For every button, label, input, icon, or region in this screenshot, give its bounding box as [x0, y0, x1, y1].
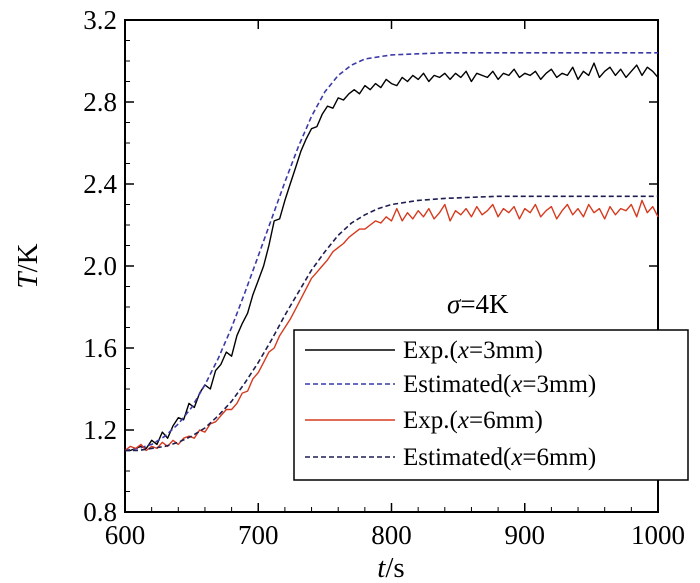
series-exp-3mm: [125, 62, 659, 452]
x-axis-unit: /s: [385, 552, 404, 583]
sigma-value: =4K: [460, 289, 509, 319]
x-tick-label: 800: [371, 520, 412, 550]
y-axis-unit: /K: [12, 243, 44, 272]
y-tick-label: 0.8: [83, 497, 117, 527]
legend-box: [293, 329, 689, 481]
x-axis-var: t: [377, 552, 386, 583]
axis-ticks: 0.8 1.2 1.6 2.0 2.4 2.8 3.2 600 700 800 900 1000: [83, 5, 685, 550]
y-tick-label: 2.4: [83, 169, 117, 199]
y-tick-label: 1.2: [83, 415, 117, 445]
x-axis-title: t/s: [377, 552, 404, 583]
y-tick-label: 3.2: [83, 5, 117, 35]
legend-label-est-3mm: Estimated(x=3mm): [403, 371, 596, 398]
legend-label-exp-3mm: Exp.(x=3mm): [403, 337, 543, 364]
legend-label-est-6mm: Estimated(x=6mm): [403, 444, 596, 471]
sigma-annotation: σ=4K: [447, 289, 509, 319]
x-tick-label: 600: [105, 520, 146, 550]
series-layer: [124, 51, 659, 452]
series-estimated-3mm: [124, 51, 658, 452]
x-tick-label: 900: [505, 520, 546, 550]
sigma-symbol: σ: [447, 289, 462, 319]
x-tick-label: 700: [238, 520, 279, 550]
y-tick-label: 2.0: [83, 251, 117, 281]
legend-label-exp-6mm: Exp.(x=6mm): [403, 407, 543, 434]
y-tick-label: 2.8: [83, 87, 117, 117]
y-axis-title: T/K: [12, 243, 44, 288]
legend: Exp.(x=3mm) Estimated(x=3mm) Exp.(x=6mm)…: [293, 329, 689, 481]
x-tick-label: 1000: [631, 520, 685, 550]
y-tick-label: 1.6: [83, 333, 117, 363]
y-axis-var: T: [12, 271, 44, 289]
series-estimated-6mm: [125, 195, 658, 452]
series-exp-6mm: [124, 199, 659, 452]
